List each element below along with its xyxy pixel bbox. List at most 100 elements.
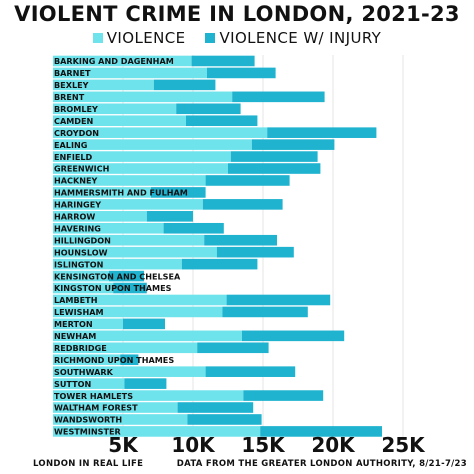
- bar-violence-with-injury: [109, 270, 144, 282]
- bar-violence-with-injury: [123, 318, 165, 330]
- bar-violence: [53, 414, 188, 425]
- x-tick-label: 10K: [171, 433, 216, 457]
- category-label: HARROW: [54, 212, 95, 222]
- legend-swatch-violence-with-injury: [205, 33, 216, 43]
- category-label: HOUNSLOW: [54, 247, 108, 257]
- bar-violence-with-injury: [243, 390, 324, 401]
- bar-violence-with-injury: [222, 306, 308, 318]
- bar-violence-with-injury: [186, 115, 258, 127]
- bar-violence-with-injury: [267, 127, 377, 138]
- bar-violence: [53, 91, 233, 103]
- bar-violence: [53, 79, 154, 91]
- x-tick-label: 15K: [241, 433, 286, 457]
- category-label: KINGSTON UPON THAMES: [54, 283, 172, 293]
- category-label: SUTTON: [54, 379, 92, 389]
- bar-violence: [53, 175, 206, 186]
- bar-violence: [53, 139, 252, 150]
- bar-violence-with-injury: [207, 67, 276, 79]
- bar-violence-with-injury: [187, 414, 262, 425]
- bar-violence: [53, 222, 164, 234]
- bar-violence: [53, 306, 223, 318]
- bar-violence-with-injury: [120, 354, 139, 366]
- bar-violence-with-injury: [260, 426, 382, 437]
- bar-violence: [53, 294, 227, 306]
- chart-title: VIOLENT CRIME IN LONDON, 2021-23: [14, 2, 460, 26]
- category-label: LEWISHAM: [54, 307, 104, 317]
- bar-violence-with-injury: [124, 378, 167, 389]
- bar-violence: [53, 354, 121, 366]
- bar-violence-with-injury: [228, 163, 321, 174]
- category-label: MERTON: [54, 319, 93, 329]
- footer-credit: LONDON IN REAL LIFE: [33, 459, 144, 469]
- bar-violence: [53, 258, 182, 270]
- category-label: BARNET: [54, 68, 91, 78]
- bar-violence: [53, 270, 109, 282]
- bar-violence: [53, 115, 186, 127]
- bar-violence-with-injury: [163, 222, 224, 234]
- bar-violence-with-injury: [177, 402, 254, 413]
- bar-violence: [53, 390, 244, 401]
- bar-violence-with-injury: [153, 79, 216, 91]
- bar-violence: [53, 426, 261, 437]
- category-label: WALTHAM FOREST: [54, 403, 138, 413]
- category-label: HARINGEY: [54, 200, 101, 210]
- bar-violence-with-injury: [113, 282, 147, 294]
- bar-violence-with-injury: [191, 55, 255, 67]
- x-tick-label: 5K: [108, 433, 139, 457]
- category-label: EALING: [54, 140, 88, 150]
- bar-violence-with-injury: [251, 139, 335, 150]
- category-label: REDBRIDGE: [54, 343, 107, 353]
- bar-violence: [53, 402, 178, 413]
- category-label: HAMMERSMITH AND FULHAM: [54, 188, 188, 198]
- legend-swatch-violence: [92, 33, 103, 43]
- category-label: CAMDEN: [54, 116, 94, 126]
- bar-violence-with-injury: [226, 294, 331, 306]
- bar-violence-with-injury: [181, 258, 258, 270]
- category-label: KENSINGTON AND CHELSEA: [54, 271, 181, 281]
- bar-violence-with-injury: [176, 103, 241, 115]
- bar-violence-with-injury: [204, 234, 277, 246]
- category-label: HAVERING: [54, 223, 101, 233]
- category-label: ISLINGTON: [54, 259, 104, 269]
- legend-item-violence: VIOLENCE: [92, 29, 186, 47]
- category-label: NEWHAM: [54, 331, 96, 341]
- bar-violence-with-injury: [205, 175, 290, 186]
- bar-violence: [53, 330, 242, 342]
- category-label: BARKING AND DAGENHAM: [54, 56, 174, 66]
- bar-violence: [53, 342, 198, 354]
- bar-violence: [53, 366, 206, 377]
- bar-violence-with-injury: [216, 246, 294, 258]
- bar-violence-with-injury: [202, 199, 283, 210]
- category-label: ENFIELD: [54, 152, 93, 162]
- legend: VIOLENCE VIOLENCE W/ INJURY: [0, 29, 474, 47]
- category-label: GREENWICH: [54, 164, 110, 174]
- bar-violence-with-injury: [232, 91, 325, 103]
- bar-violence: [53, 318, 123, 330]
- bar-violence: [53, 151, 231, 162]
- footer-source: DATA FROM THE GREATER LONDON AUTHORITY, …: [176, 459, 467, 469]
- category-label: WESTMINSTER: [54, 427, 122, 437]
- bar-violence: [53, 378, 125, 389]
- bar-violence-with-injury: [151, 187, 206, 198]
- bar-violence: [53, 234, 205, 246]
- x-tick-label: 25K: [381, 433, 426, 457]
- bar-violence: [53, 67, 207, 79]
- bar-violence: [53, 127, 268, 138]
- legend-item-violence-with-injury: VIOLENCE W/ INJURY: [205, 29, 381, 47]
- legend-label-violence: VIOLENCE: [106, 29, 186, 47]
- bar-violence: [53, 55, 192, 67]
- bar-violence-with-injury: [197, 342, 269, 354]
- bar-violence-with-injury: [242, 330, 345, 342]
- category-label: BRENT: [54, 92, 85, 102]
- category-label: LAMBETH: [54, 295, 98, 305]
- bar-violence: [53, 211, 147, 222]
- category-label: TOWER HAMLETS: [54, 391, 133, 401]
- category-label: HILLINGDON: [54, 235, 111, 245]
- bar-violence: [53, 187, 151, 198]
- bar-violence: [53, 163, 228, 174]
- legend-label-violence-with-injury: VIOLENCE W/ INJURY: [219, 29, 382, 47]
- bar-violence-with-injury: [230, 151, 318, 162]
- category-label: SOUTHWARK: [54, 367, 114, 377]
- category-label: BEXLEY: [54, 80, 89, 90]
